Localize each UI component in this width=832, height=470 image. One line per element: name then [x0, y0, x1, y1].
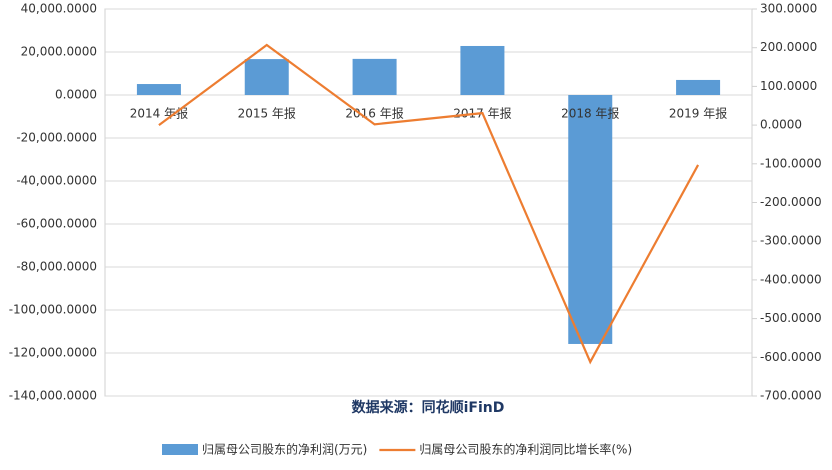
y2-tick-label: -700.0000	[760, 389, 822, 403]
plot-frame	[104, 8, 753, 397]
y2-tick-label: -200.0000	[760, 195, 822, 209]
y-tick-label: -100,000.0000	[9, 303, 97, 317]
y-tick-label: -120,000.0000	[9, 346, 97, 360]
y-tick-label: 0.0000	[55, 88, 97, 102]
y2-tick-label: -500.0000	[760, 311, 822, 325]
y2-tick-label: -600.0000	[760, 350, 822, 364]
y-tick-label: -140,000.0000	[9, 389, 97, 403]
bar	[244, 59, 289, 95]
bar	[460, 45, 505, 95]
bar	[136, 84, 181, 95]
y-tick-label: -60,000.0000	[16, 217, 97, 231]
y2-tick-label: -400.0000	[760, 272, 822, 286]
legend-label: 归属母公司股东的净利润同比增长率(%)	[419, 442, 632, 457]
bar	[568, 95, 613, 344]
x-tick-label: 2015 年报	[238, 106, 296, 121]
bar	[676, 79, 721, 95]
x-tick-label: 2018 年报	[561, 106, 619, 121]
legend-label: 归属母公司股东的净利润(万元)	[202, 442, 367, 457]
y-tick-label: 40,000.0000	[21, 2, 97, 16]
y2-tick-label: -300.0000	[760, 234, 822, 248]
y2-tick-label: 200.0000	[760, 40, 817, 54]
y-tick-label: -40,000.0000	[16, 174, 97, 188]
legend-swatch	[162, 444, 198, 455]
bar	[352, 58, 397, 95]
line	[158, 43, 700, 365]
y2-tick-label: 0.0000	[760, 118, 802, 132]
y-tick-label: -80,000.0000	[16, 260, 97, 274]
y2-tick-label: 100.0000	[760, 79, 817, 93]
y-tick-label: -20,000.0000	[16, 131, 97, 145]
x-tick-label: 2016 年报	[345, 106, 403, 121]
x-tick-label: 2019 年报	[669, 106, 727, 121]
y2-tick-label: 300.0000	[760, 2, 817, 16]
x-tick-label: 2014 年报	[130, 106, 188, 121]
y-tick-label: 20,000.0000	[21, 45, 97, 59]
source-note: 数据来源：同花顺iFinD	[352, 399, 505, 416]
y2-tick-label: -100.0000	[760, 156, 822, 170]
